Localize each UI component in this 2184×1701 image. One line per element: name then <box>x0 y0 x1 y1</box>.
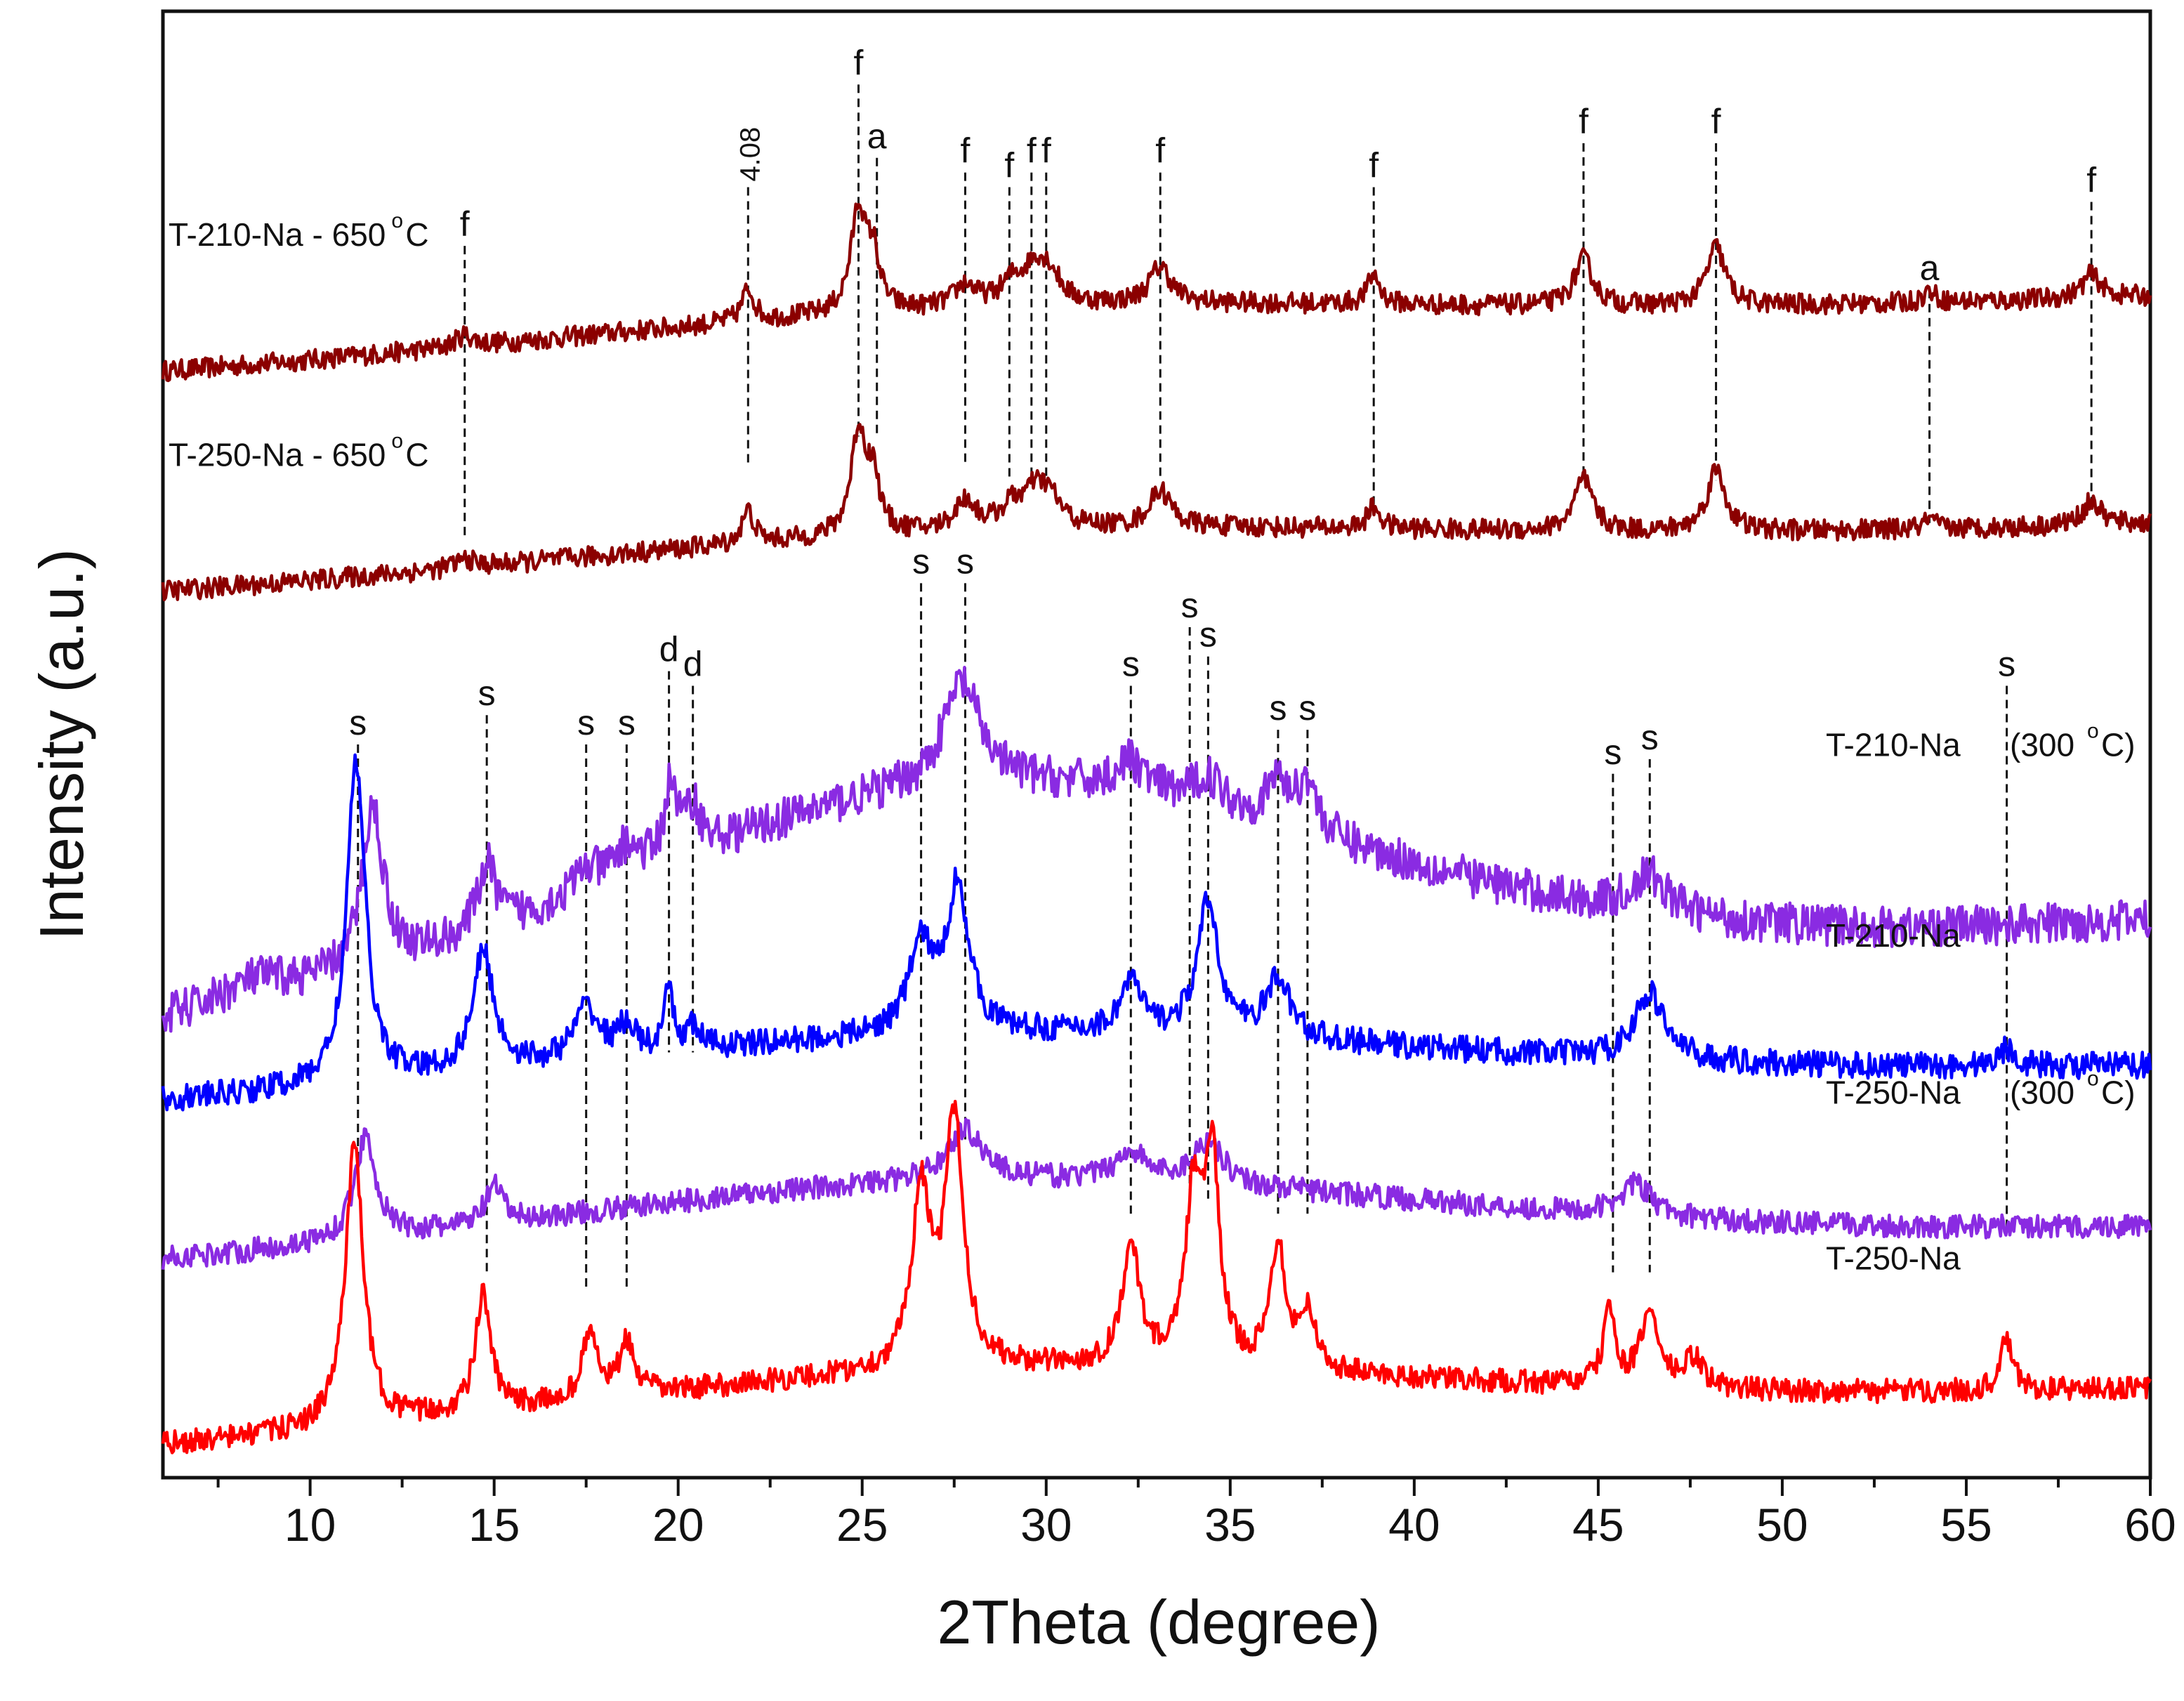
series-labels: T-210-Na - 650 o CT-250-Na - 650 o CT-210-Na… <box>169 209 2136 1276</box>
peak-label: f <box>1369 146 1379 185</box>
series-line <box>161 1117 2152 1270</box>
peak-label: s <box>577 703 595 742</box>
peak-label: a <box>867 117 887 156</box>
peak-label: d <box>683 644 703 683</box>
degree-symbol: o <box>391 209 403 232</box>
peak-label: f <box>1711 102 1721 141</box>
peak-label: f <box>1041 131 1051 171</box>
peak-label: s <box>912 541 930 581</box>
peak-label: s <box>1269 688 1287 728</box>
peak-label: s <box>1298 688 1316 728</box>
degree-symbol: o <box>391 429 403 452</box>
peak-label: f <box>460 204 470 244</box>
x-tick-label: 35 <box>1204 1499 1256 1551</box>
x-tick-label: 20 <box>652 1499 704 1551</box>
degree-symbol: o <box>2087 720 2099 743</box>
peak-label: f <box>1579 102 1588 141</box>
peak-label: s <box>1998 644 2015 683</box>
x-tick-label: 15 <box>468 1499 520 1551</box>
celsius-unit: C) <box>2101 727 2136 763</box>
series-label: T-250-Na <box>1826 1075 1961 1111</box>
peak-label: s <box>956 541 974 581</box>
peak-label: s <box>349 703 367 742</box>
series-lines <box>161 202 2152 1454</box>
peak-label: s <box>1181 586 1199 625</box>
series-temp-label: (300 <box>2010 727 2074 763</box>
peak-label: 4.08 <box>735 127 765 182</box>
x-tick-label: 60 <box>2124 1499 2176 1551</box>
peak-label: s <box>478 674 496 713</box>
peak-label: f <box>1155 131 1165 171</box>
series-label: T-210-Na - 650 <box>169 216 386 253</box>
x-axis-ticks: 10 15 20 25 30 35 40 45 50 55 60 <box>216 1478 2176 1551</box>
x-tick-label: 10 <box>284 1499 336 1551</box>
series-label: T-250-Na <box>1826 1240 1961 1277</box>
x-tick-label: 25 <box>836 1499 888 1551</box>
celsius-unit: C) <box>2101 1075 2136 1111</box>
series-line <box>161 753 2152 1112</box>
peak-label: s <box>1122 644 1140 683</box>
peak-label: s <box>1199 615 1217 655</box>
peak-label: a <box>1920 249 1940 288</box>
peak-label: s <box>1641 718 1659 757</box>
peak-label: f <box>961 131 971 171</box>
series-label: T-210-Na <box>1826 917 1961 954</box>
y-axis-title: Intensity (a.u.) <box>27 549 96 940</box>
peak-label: f <box>1004 146 1014 185</box>
plot-frame <box>161 9 2152 1480</box>
x-axis-title: 2Theta (degree) <box>937 1587 1380 1657</box>
peak-label: f <box>854 43 864 82</box>
peak-label: f <box>2086 160 2096 199</box>
peak-label: s <box>1604 733 1621 772</box>
x-tick-label: 55 <box>1940 1499 1992 1551</box>
series-temp-label: (300 <box>2010 1075 2074 1111</box>
x-tick-label: 50 <box>1756 1499 1808 1551</box>
degree-symbol: o <box>2087 1068 2099 1091</box>
celsius-unit: C <box>405 216 428 253</box>
x-tick-label: 40 <box>1388 1499 1440 1551</box>
peak-label: s <box>618 703 636 742</box>
celsius-unit: C <box>405 436 428 473</box>
series-line <box>161 1099 2152 1454</box>
series-label: T-250-Na - 650 <box>169 436 386 473</box>
series-line <box>161 666 2152 1033</box>
peak-label: f <box>1027 131 1037 171</box>
x-tick-label: 30 <box>1020 1499 1072 1551</box>
peak-label: d <box>659 630 679 669</box>
series-label: T-210-Na <box>1826 727 1961 763</box>
series-line <box>161 423 2152 602</box>
x-tick-label: 45 <box>1572 1499 1624 1551</box>
series-line <box>161 202 2152 383</box>
